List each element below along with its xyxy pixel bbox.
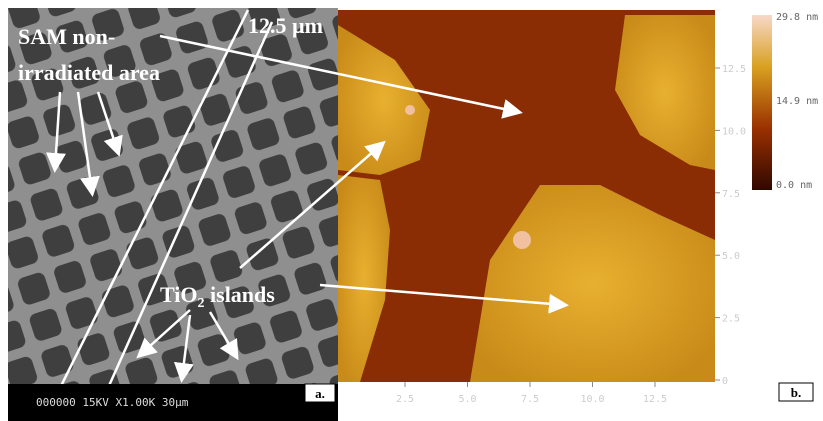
colorbar-label: 29.8 nm [776,12,818,23]
x-tick-label: 12.5 [643,394,667,405]
y-tick-label: 10.0 [722,126,746,137]
annotation: irradiated area [18,60,160,85]
y-tick-label: 7.5 [722,189,740,200]
scale-bar-label: 12.5 µm [248,13,323,38]
colorbar-label: 14.9 nm [776,96,818,107]
annotation-suffix: islands [205,282,276,307]
x-tick-label: 10.0 [580,394,604,405]
annotation: TiO2 islands [160,282,275,311]
x-tick-label: 2.5 [396,394,414,405]
sem-footer: 000000 15KV X1.00K 30µm [36,396,189,409]
x-tick-label: 5.0 [458,394,476,405]
annotation-subscript: 2 [198,296,205,311]
colorbar-label: 0.0 nm [776,180,812,191]
y-tick-label: 5.0 [722,251,740,262]
y-tick-label: 2.5 [722,314,740,325]
annotation-text: TiO [160,282,198,307]
figure: SAM non- irradiated area 12.5 µm TiO2 is… [0,0,823,421]
colorbar [752,15,772,190]
y-tick-label: 0 [722,376,728,387]
y-tick-label: 12.5 [722,64,746,75]
afm-image [338,10,715,382]
x-tick-label: 7.5 [521,394,539,405]
panel-label: a. [315,386,325,401]
panel-label: b. [791,385,801,400]
annotation: SAM non- [18,24,115,49]
